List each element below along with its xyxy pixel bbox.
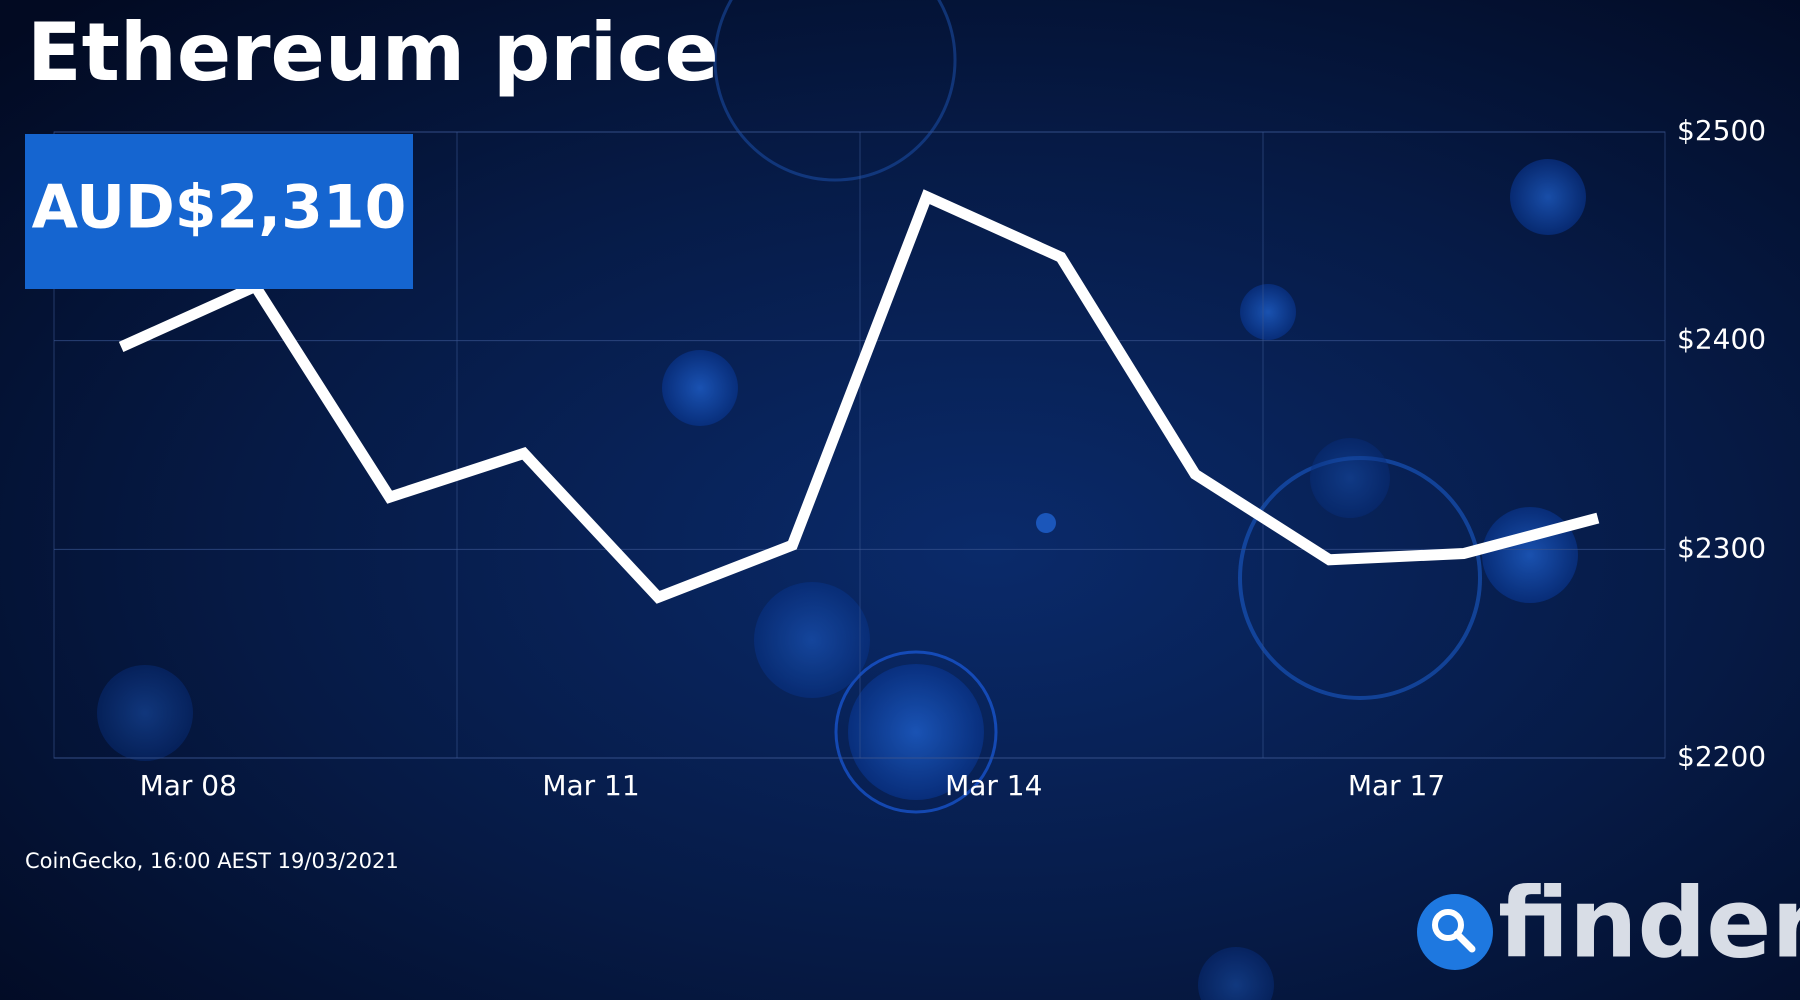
decorations bbox=[97, 0, 1586, 1000]
x-tick-label: Mar 14 bbox=[945, 769, 1042, 802]
logo: finder bbox=[1498, 867, 1800, 979]
plot-dividers bbox=[456, 132, 1264, 758]
logo-glass bbox=[1432, 909, 1464, 941]
source: CoinGecko, 16:00 AEST 19/03/2021 bbox=[25, 849, 399, 873]
x-tick-label: Mar 08 bbox=[140, 769, 237, 802]
price-box bbox=[25, 134, 413, 289]
y-tick-label: $2400 bbox=[1677, 323, 1766, 356]
y-tick-label: $2300 bbox=[1677, 531, 1766, 564]
price-line bbox=[118, 189, 1600, 604]
logo-handle bbox=[1453, 930, 1476, 953]
plot: $2200 $2300 $2400 $2500 Mar 08 Mar 11 Mar 14 Ma… bbox=[53, 114, 1766, 802]
x-tick-label: Mar 17 bbox=[1348, 769, 1445, 802]
price: AUD$2,310 bbox=[32, 173, 407, 243]
y-tick-label: $2200 bbox=[1677, 740, 1766, 773]
y-tick-label: $2500 bbox=[1677, 114, 1766, 147]
x-tick-label: Mar 11 bbox=[542, 769, 639, 802]
title: Ethereum price bbox=[27, 6, 719, 99]
